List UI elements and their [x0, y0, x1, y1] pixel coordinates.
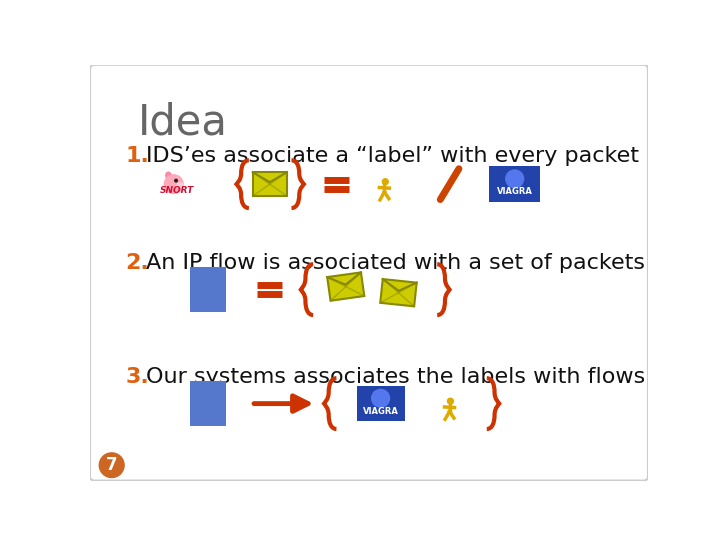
Circle shape [175, 179, 177, 182]
Bar [356, 386, 405, 421]
Ellipse shape [166, 172, 171, 179]
FancyBboxPatch shape [253, 172, 287, 196]
Circle shape [447, 398, 454, 404]
Text: VIAGRA: VIAGRA [497, 187, 533, 197]
FancyBboxPatch shape [327, 272, 364, 301]
Text: 3.: 3. [126, 367, 150, 387]
Circle shape [382, 179, 388, 185]
Text: Idea: Idea [138, 102, 228, 144]
Text: Our systems associates the labels with flows: Our systems associates the labels with f… [145, 367, 645, 387]
FancyBboxPatch shape [380, 279, 417, 306]
Text: An IP flow is associated with a set of packets: An IP flow is associated with a set of p… [145, 253, 645, 273]
Circle shape [164, 175, 183, 193]
Text: SNORT: SNORT [160, 186, 194, 195]
Circle shape [505, 170, 523, 188]
Bar [489, 166, 540, 202]
FancyBboxPatch shape [90, 65, 648, 481]
Text: VIAGRA: VIAGRA [363, 407, 399, 416]
Ellipse shape [177, 183, 184, 188]
Bar [190, 381, 225, 426]
Circle shape [99, 453, 124, 477]
Text: 7: 7 [106, 456, 117, 474]
Text: IDS’es associate a “label” with every packet: IDS’es associate a “label” with every pa… [145, 146, 639, 166]
Circle shape [372, 389, 390, 407]
Text: 2.: 2. [126, 253, 150, 273]
Bar [190, 267, 225, 312]
Text: 1.: 1. [126, 146, 150, 166]
